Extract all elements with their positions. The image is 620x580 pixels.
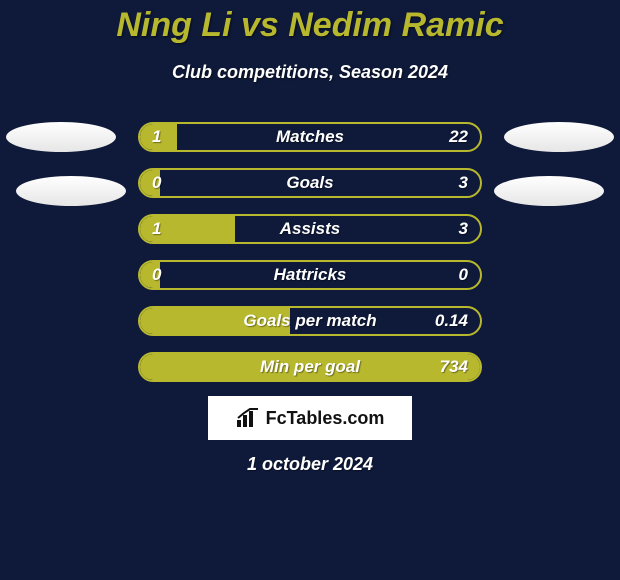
metric-label: Goals	[140, 170, 480, 196]
metric-row: 734Min per goal	[138, 352, 482, 382]
metric-row: 0.14Goals per match	[138, 306, 482, 336]
metric-row: 13Assists	[138, 214, 482, 244]
source-badge-text: FcTables.com	[266, 408, 385, 429]
date-label: 1 october 2024	[0, 454, 620, 475]
chart-icon	[236, 408, 260, 428]
metric-label: Hattricks	[140, 262, 480, 288]
player-right-avatar-2	[494, 176, 604, 206]
metric-label: Assists	[140, 216, 480, 242]
metric-label: Goals per match	[140, 308, 480, 334]
source-badge: FcTables.com	[208, 396, 412, 440]
metric-row: 00Hattricks	[138, 260, 482, 290]
player-left-avatar-2	[16, 176, 126, 206]
metric-label: Matches	[140, 124, 480, 150]
comparison-infographic: Ning Li vs Nedim Ramic Club competitions…	[0, 0, 620, 580]
page-subtitle: Club competitions, Season 2024	[0, 62, 620, 83]
player-left-avatar-1	[6, 122, 116, 152]
page-title: Ning Li vs Nedim Ramic	[0, 6, 620, 45]
metric-row: 03Goals	[138, 168, 482, 198]
metric-row: 122Matches	[138, 122, 482, 152]
metric-label: Min per goal	[140, 354, 480, 380]
player-right-avatar-1	[504, 122, 614, 152]
comparison-bars: 122Matches 03Goals 13Assists 00Hattricks 0.1…	[138, 122, 482, 398]
